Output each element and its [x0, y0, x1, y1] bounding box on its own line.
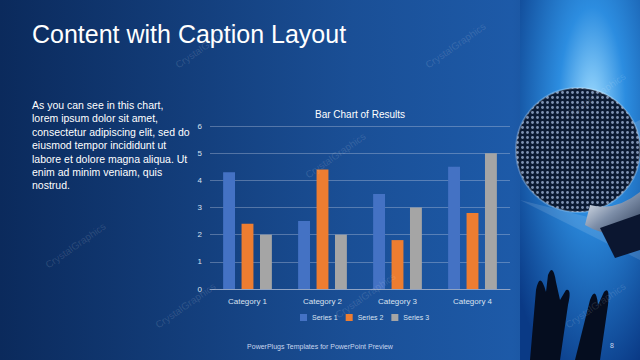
- svg-text:2: 2: [198, 230, 203, 239]
- svg-text:Series 3: Series 3: [403, 314, 429, 321]
- svg-text:Category 1: Category 1: [228, 297, 268, 306]
- svg-text:Series 1: Series 1: [312, 314, 338, 321]
- svg-text:Category 2: Category 2: [303, 297, 343, 306]
- svg-text:3: 3: [198, 203, 203, 212]
- svg-text:1: 1: [198, 257, 203, 266]
- svg-text:Category 3: Category 3: [378, 297, 418, 306]
- svg-text:Bar Chart of Results: Bar Chart of Results: [315, 109, 405, 120]
- svg-text:Category 4: Category 4: [453, 297, 493, 306]
- svg-text:5: 5: [198, 149, 203, 158]
- svg-text:4: 4: [198, 176, 203, 185]
- svg-text:6: 6: [198, 122, 203, 131]
- svg-text:Series 2: Series 2: [358, 314, 384, 321]
